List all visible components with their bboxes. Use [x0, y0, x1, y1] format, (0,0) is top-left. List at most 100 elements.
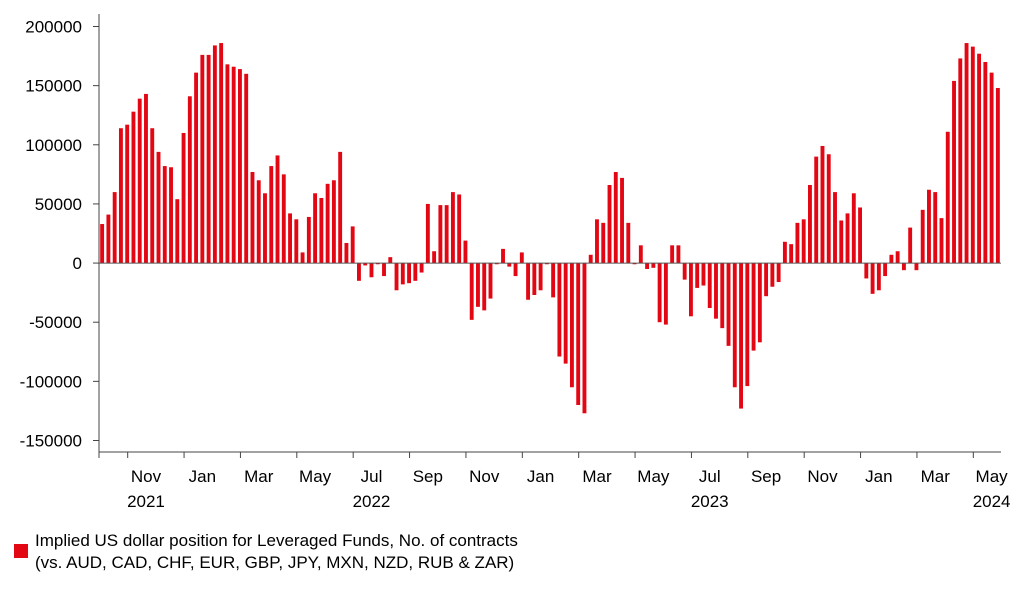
legend-text: Implied US dollar position for Leveraged…: [35, 530, 518, 574]
bar: [914, 263, 919, 271]
bar: [175, 199, 180, 264]
bar: [118, 128, 123, 264]
bar: [106, 214, 111, 264]
bar: [663, 263, 668, 325]
bar: [231, 66, 236, 264]
bar: [300, 252, 305, 264]
bar: [394, 263, 399, 291]
bar: [801, 219, 806, 264]
bar: [651, 263, 656, 268]
bar: [275, 155, 280, 264]
bar: [782, 241, 787, 264]
bar: [670, 245, 675, 264]
bar: [350, 226, 355, 264]
bar: [319, 198, 324, 264]
bar: [582, 263, 587, 414]
bar: [826, 154, 831, 264]
bar: [707, 263, 712, 309]
bar: [156, 151, 161, 264]
y-tick-label: 0: [73, 254, 82, 273]
bar: [927, 189, 931, 264]
bar: [833, 192, 837, 264]
bar: [989, 72, 994, 264]
bar: [181, 132, 186, 264]
x-month-label: Jul: [361, 467, 383, 486]
bar: [977, 53, 982, 264]
bar: [595, 219, 599, 264]
bar: [225, 64, 230, 264]
bar: [281, 174, 286, 264]
bar: [764, 263, 769, 297]
x-month-label: Mar: [921, 467, 951, 486]
bar: [482, 263, 487, 311]
bar: [375, 263, 380, 265]
bar: [501, 248, 505, 264]
bar: [144, 93, 148, 264]
x-year-label: 2021: [127, 492, 165, 511]
bar: [920, 209, 925, 264]
bar: [682, 263, 687, 280]
bar: [870, 263, 875, 294]
bar: [450, 192, 455, 264]
bar: [306, 216, 311, 264]
bar: [413, 263, 418, 281]
y-tick-label: 150000: [25, 77, 82, 96]
bars-group: [99, 43, 1001, 414]
x-year-label: 2024: [973, 492, 1011, 511]
bar: [331, 180, 336, 264]
bar: [983, 61, 988, 264]
x-year-label: 2022: [353, 492, 391, 511]
bar: [344, 242, 349, 264]
bar: [212, 45, 217, 264]
bar: [363, 263, 368, 266]
bar: [895, 251, 900, 264]
x-month-label: Sep: [751, 467, 781, 486]
bar: [732, 263, 737, 388]
bar: [137, 98, 142, 264]
bar: [532, 263, 537, 296]
bar: [419, 263, 424, 273]
bar: [970, 46, 975, 264]
bar: [588, 254, 593, 264]
bar: [933, 192, 938, 264]
x-month-label: May: [299, 467, 332, 486]
bar: [313, 193, 318, 264]
bar: [901, 263, 906, 271]
bar: [150, 128, 155, 264]
x-month-label: Jul: [699, 467, 721, 486]
bar: [845, 213, 850, 264]
x-month-label: Jan: [527, 467, 554, 486]
bar: [864, 263, 869, 279]
bar: [432, 251, 437, 264]
y-tick-label: 100000: [25, 136, 82, 155]
bar: [626, 222, 631, 264]
bar: [112, 192, 117, 264]
bar: [889, 254, 894, 264]
bar: [544, 263, 549, 265]
x-month-label: Sep: [413, 467, 443, 486]
bar: [551, 263, 556, 298]
bar: [695, 263, 700, 288]
bar: [457, 194, 462, 264]
bar: [563, 263, 568, 364]
bar: [814, 156, 819, 264]
bar: [100, 224, 105, 264]
bar: [400, 263, 405, 285]
bar: [701, 263, 706, 286]
x-month-label: Nov: [469, 467, 500, 486]
x-month-label: Nov: [131, 467, 162, 486]
bar: [858, 207, 862, 264]
legend-line-2: (vs. AUD, CAD, CHF, EUR, GBP, JPY, MXN, …: [35, 553, 515, 572]
bar: [469, 263, 474, 320]
bar: [995, 88, 1000, 264]
bar: [569, 263, 574, 388]
bar: [526, 263, 531, 300]
bar: [438, 205, 443, 264]
x-month-label: May: [637, 467, 670, 486]
x-month-label: May: [976, 467, 1009, 486]
bar: [613, 171, 618, 264]
bar: [645, 263, 650, 269]
x-month-label: Mar: [582, 467, 612, 486]
bar: [162, 166, 167, 264]
bar: [425, 203, 430, 264]
